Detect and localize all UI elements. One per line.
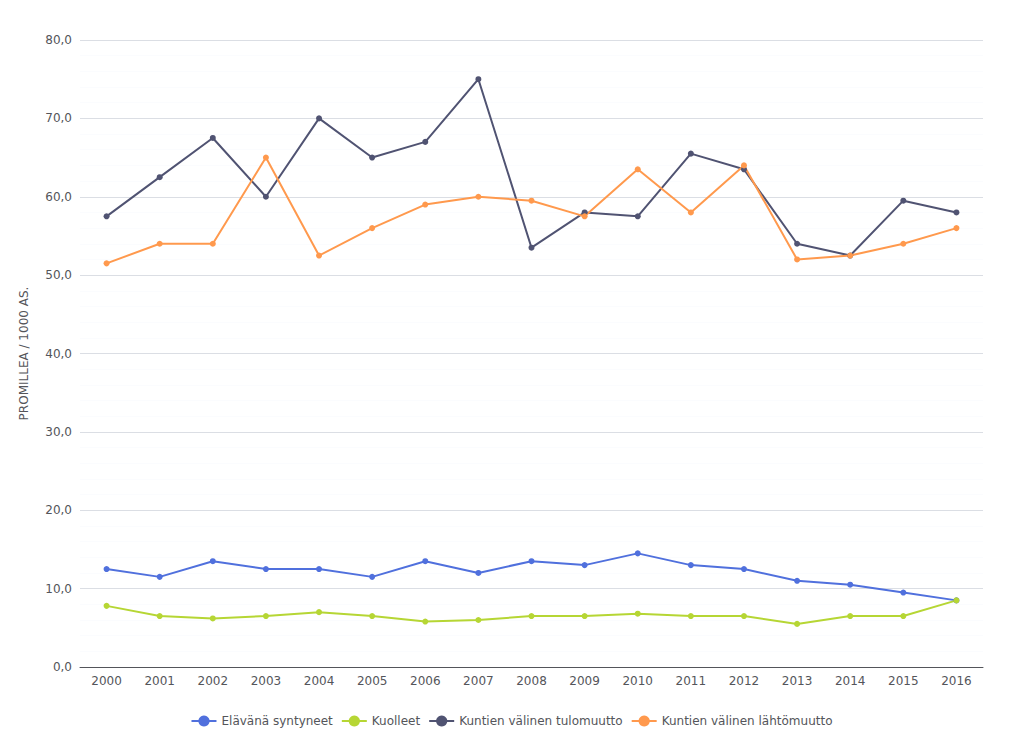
svg-text:2013: 2013: [782, 674, 813, 688]
svg-text:2006: 2006: [410, 674, 441, 688]
svg-text:2007: 2007: [463, 674, 494, 688]
svg-text:2008: 2008: [516, 674, 547, 688]
svg-text:2004: 2004: [304, 674, 335, 688]
svg-text:30,0: 30,0: [45, 425, 72, 439]
svg-text:2002: 2002: [198, 674, 229, 688]
svg-text:2014: 2014: [835, 674, 866, 688]
svg-text:2011: 2011: [676, 674, 707, 688]
svg-text:2000: 2000: [91, 674, 122, 688]
svg-text:80,0: 80,0: [45, 33, 72, 47]
svg-text:40,0: 40,0: [45, 347, 72, 361]
svg-text:2001: 2001: [144, 674, 175, 688]
svg-text:2003: 2003: [251, 674, 282, 688]
svg-text:0,0: 0,0: [53, 660, 72, 674]
svg-text:2009: 2009: [569, 674, 600, 688]
svg-text:50,0: 50,0: [45, 268, 72, 282]
svg-text:10,0: 10,0: [45, 582, 72, 596]
svg-text:2015: 2015: [888, 674, 919, 688]
svg-text:2012: 2012: [729, 674, 760, 688]
svg-text:70,0: 70,0: [45, 111, 72, 125]
svg-text:2005: 2005: [357, 674, 388, 688]
svg-text:PROMILLEA / 1000 AS.: PROMILLEA / 1000 AS.: [17, 287, 31, 421]
svg-text:60,0: 60,0: [45, 190, 72, 204]
svg-text:Kuntien välinen lähtömuutto: Kuntien välinen lähtömuutto: [662, 714, 833, 728]
svg-text:Kuolleet: Kuolleet: [372, 714, 421, 728]
svg-text:2010: 2010: [622, 674, 653, 688]
svg-text:2016: 2016: [941, 674, 972, 688]
svg-text:Kuntien välinen tulomuutto: Kuntien välinen tulomuutto: [459, 714, 623, 728]
svg-text:20,0: 20,0: [45, 503, 72, 517]
svg-text:Elävänä syntyneet: Elävänä syntyneet: [221, 714, 333, 728]
